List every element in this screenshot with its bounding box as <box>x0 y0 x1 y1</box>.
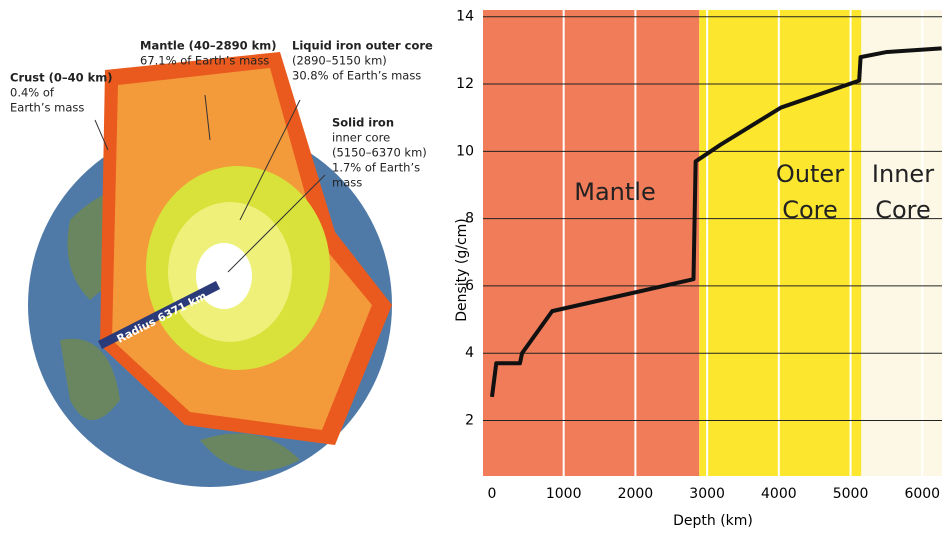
y-tick-label: 14 <box>456 9 474 25</box>
illustration-label: Crust (0–40 km) <box>10 71 113 85</box>
region-label: Inner <box>872 160 934 188</box>
x-tick-label: 3000 <box>689 486 725 502</box>
region-label: Outer <box>776 160 844 188</box>
x-axis-label: Depth (km) <box>673 513 753 529</box>
y-tick-label: 4 <box>465 345 474 361</box>
region-label: Core <box>782 196 838 224</box>
x-tick-label: 2000 <box>618 486 654 502</box>
y-axis-label: Density (g/cm) <box>454 218 470 322</box>
illustration-label: Solid iron <box>332 116 394 130</box>
region-label: Mantle <box>574 178 655 206</box>
illustration-label: inner core <box>332 131 390 145</box>
illustration-label: 0.4% of <box>10 86 55 100</box>
region <box>483 10 699 476</box>
region <box>699 10 861 476</box>
illustration-label: Earth’s mass <box>10 101 84 115</box>
illustration-label: (5150–6370 km) <box>332 146 427 160</box>
y-tick-label: 10 <box>456 143 474 159</box>
region <box>861 10 942 476</box>
x-tick-label: 6000 <box>904 486 940 502</box>
page: Radius 6371 km 0100020003000400050006000… <box>0 0 942 531</box>
x-tick-label: 5000 <box>833 486 869 502</box>
illustration-label: (2890–5150 km) <box>292 54 387 68</box>
illustration-label: mass <box>332 176 362 190</box>
illustration-label: Mantle (40–2890 km) <box>140 39 277 53</box>
y-tick-label: 12 <box>456 76 474 92</box>
x-tick-label: 0 <box>488 486 497 502</box>
x-tick-label: 1000 <box>546 486 582 502</box>
illustration-label: Liquid iron outer core <box>292 39 433 53</box>
illustration-label: 67.1% of Earth’s mass <box>140 54 269 68</box>
illustration-label: 30.8% of Earth’s mass <box>292 69 421 83</box>
region-label: Core <box>875 196 931 224</box>
y-tick-label: 2 <box>465 412 474 428</box>
illustration-label: 1.7% of Earth’s <box>332 161 420 175</box>
x-tick-label: 4000 <box>761 486 797 502</box>
